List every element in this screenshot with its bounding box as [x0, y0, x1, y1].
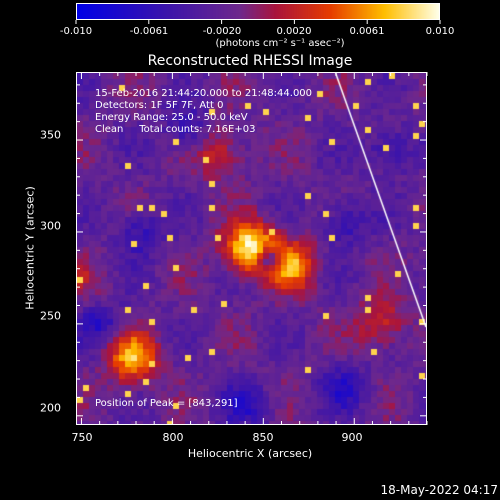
chart-title: Reconstructed RHESSI Image	[147, 53, 353, 69]
info-time-range: 15-Feb-2016 21:44:20.000 to 21:48:44.000	[95, 88, 313, 99]
x-tick-label: 900	[341, 431, 363, 444]
footer-date: 18-May-2022 04:17	[380, 483, 498, 497]
colorbar-tick-label: -0.0020	[202, 26, 242, 37]
y-tick-label: 300	[40, 219, 61, 233]
x-axis-label: Heliocentric X (arcsec)	[187, 447, 313, 460]
x-tick-label: 850	[252, 431, 274, 444]
colorbar-tick-label: -0.0061	[129, 26, 169, 37]
info-energy-range: Energy Range: 25.0 - 50.0 keV	[95, 112, 248, 123]
x-tick-label: 800	[162, 431, 184, 444]
y-tick-label: 200	[40, 401, 61, 415]
info-counts: Clean Total counts: 7.16E+03	[95, 124, 256, 135]
peak-position: Position of Peak = [843,291]	[95, 398, 238, 409]
heatmap-plot	[76, 72, 427, 425]
colorbar-ticks	[75, 20, 441, 24]
y-axis-label: Heliocentric Y (arcsec)	[23, 186, 37, 310]
colorbar-tick-label: 0.0061	[349, 26, 385, 37]
y-tick-label: 250	[40, 309, 61, 323]
colorbar-tick-label: 0.010	[425, 26, 455, 37]
colorbar-tick-label: -0.010	[59, 26, 93, 37]
info-detectors: Detectors: 1F 5F 7F, Att 0	[95, 100, 224, 111]
colorbar-tick-label: 0.0020	[276, 26, 312, 37]
colorbar	[76, 3, 440, 20]
x-tick-label: 750	[71, 431, 93, 444]
y-tick-label: 350	[40, 128, 61, 142]
colorbar-unit: (photons cm⁻² s⁻¹ asec⁻²)	[215, 38, 345, 49]
heatmap-image	[77, 73, 426, 424]
